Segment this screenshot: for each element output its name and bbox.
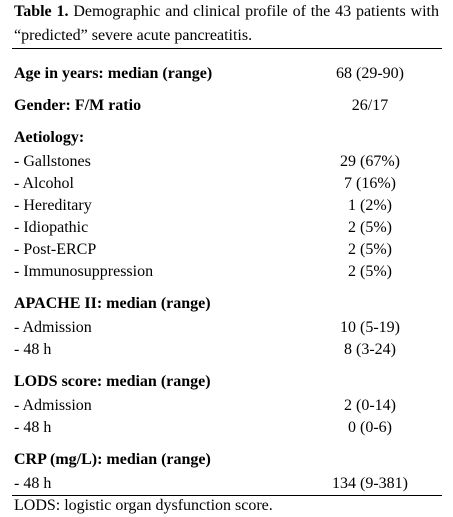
footnote: LODS: logistic organ dysfunction score. — [14, 497, 273, 514]
row-label: - 48 h — [14, 341, 52, 358]
row-label: - Admission — [14, 397, 92, 414]
row-label: - Alcohol — [14, 175, 74, 192]
cell-value: 2 (5%) — [348, 263, 392, 280]
cell-value: 7 (16%) — [344, 175, 396, 192]
section-title: APACHE II: median (range) — [14, 295, 211, 312]
row-label: - Admission — [14, 319, 92, 336]
caption: Table 1. Demographic and clinical profil… — [14, 0, 439, 48]
row-label: - Gallstones — [14, 153, 91, 170]
section-title: Gender: F/M ratio — [14, 97, 142, 114]
caption-text: Demographic and clinical profile of the … — [14, 3, 440, 44]
cell-value: 2 (5%) — [348, 219, 392, 236]
row-label: - 48 h — [14, 475, 52, 492]
row-label: - Hereditary — [14, 197, 92, 214]
cell-value: 29 (67%) — [340, 153, 400, 170]
cell-value: 68 (29-90) — [336, 65, 404, 82]
cell-value: 134 (9-381) — [332, 475, 408, 492]
row-label: - Idiopathic — [14, 219, 89, 236]
row-label: - Post-ERCP — [14, 241, 97, 258]
top-rule — [12, 48, 442, 49]
section-title: LODS score: median (range) — [14, 373, 211, 390]
section-title: Age in years: median (range) — [14, 65, 213, 82]
cell-value: 1 (2%) — [348, 197, 392, 214]
row-label: - Immunosuppression — [14, 263, 154, 280]
cell-value: 10 (5-19) — [340, 319, 400, 336]
bottom-rule — [12, 495, 442, 496]
cell-value: 8 (3-24) — [344, 341, 396, 358]
cell-value: 26/17 — [351, 97, 389, 114]
section-title: CRP (mg/L): median (range) — [14, 451, 211, 468]
cell-value: 2 (0-14) — [344, 397, 396, 414]
section-title: Aetiology: — [14, 129, 85, 146]
row-label: - 48 h — [14, 419, 52, 436]
cell-value: 2 (5%) — [348, 241, 392, 258]
cell-value: 0 (0-6) — [348, 419, 392, 436]
caption-label: Table 1. — [14, 3, 69, 20]
